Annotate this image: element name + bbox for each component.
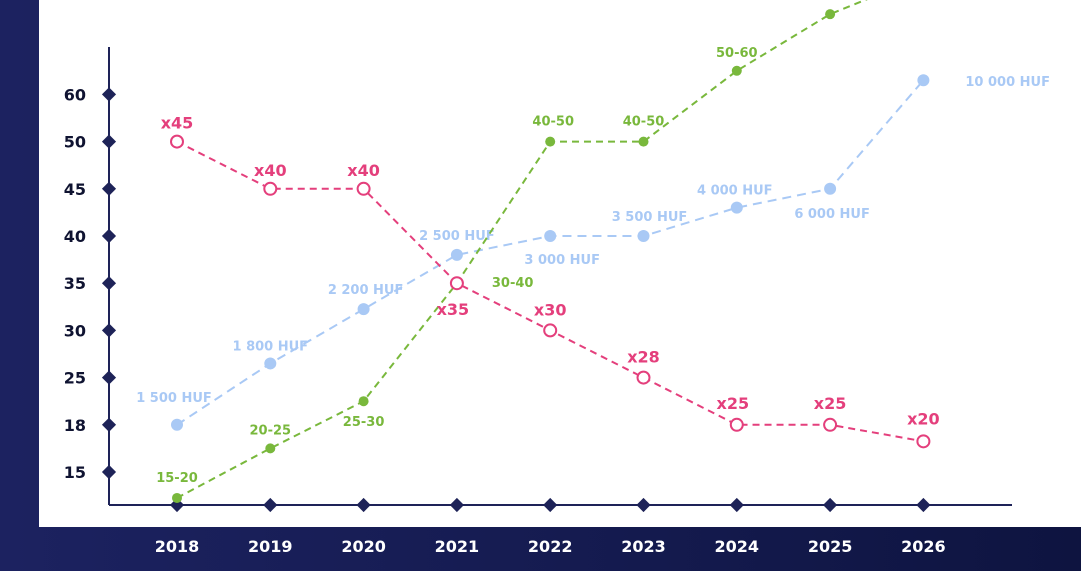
green-data-label: 50-60 <box>716 46 758 61</box>
y-tick-label: 45 <box>64 180 86 199</box>
blue-point <box>730 201 743 214</box>
blue-data-label: 1 500 HUF <box>136 391 212 406</box>
x-tick-marker <box>356 497 371 513</box>
green-data-label: 15-20 <box>156 471 198 486</box>
x-tick-marker <box>823 497 838 513</box>
pink-data-label: x28 <box>627 348 660 367</box>
pink-series-line <box>176 140 924 443</box>
blue-point <box>637 230 650 242</box>
y-tick-label: 18 <box>64 416 86 435</box>
y-tick-marker <box>101 181 117 196</box>
y-tick-label: 60 <box>64 85 86 104</box>
y-tick-label: 15 <box>64 463 86 482</box>
green-data-label: 20-25 <box>250 423 292 438</box>
green-point <box>172 492 182 503</box>
y-tick-label: 40 <box>64 227 86 246</box>
pink-point <box>729 417 744 432</box>
y-tick-marker <box>101 370 117 385</box>
green-point <box>265 443 276 454</box>
green-data-label: 60-80 <box>809 0 851 3</box>
y-tick-marker <box>101 464 117 480</box>
green-data-label: 25-30 <box>343 415 385 430</box>
pink-data-label: x25 <box>717 394 750 413</box>
x-tick-label: 2025 <box>808 537 853 556</box>
x-tick-label: 2026 <box>901 537 946 556</box>
x-tick-marker <box>729 497 744 513</box>
blue-point <box>450 248 463 261</box>
blue-point <box>357 303 370 316</box>
x-tick-label: 2024 <box>715 537 760 556</box>
blue-data-label: 4 000 HUF <box>697 184 773 199</box>
blue-point <box>544 230 557 242</box>
pink-point <box>356 181 371 196</box>
x-tick-marker <box>636 497 651 513</box>
y-tick-label: 30 <box>64 321 86 340</box>
green-point <box>731 65 742 76</box>
y-tick-label: 35 <box>64 274 86 293</box>
pink-point <box>823 417 838 432</box>
green-data-label: 40-50 <box>623 115 665 130</box>
pink-point <box>543 323 558 338</box>
y-tick-label: 25 <box>64 369 86 388</box>
blue-data-label: 2 200 HUF <box>328 283 404 298</box>
x-tick-marker <box>263 497 278 513</box>
green-data-label: 30-40 <box>492 276 534 291</box>
x-tick-label: 2023 <box>621 537 666 556</box>
pink-point <box>263 181 278 196</box>
y-tick-marker <box>101 228 117 244</box>
y-tick-marker <box>101 134 117 149</box>
green-point <box>545 136 556 147</box>
x-tick-label: 2022 <box>528 537 573 556</box>
pink-point <box>449 276 464 291</box>
x-tick-label: 2021 <box>435 537 480 556</box>
blue-point <box>917 74 930 87</box>
blue-data-label: 10 000 HUF <box>965 75 1050 90</box>
pink-point <box>636 370 651 385</box>
pink-data-label: x40 <box>347 161 380 180</box>
green-data-label: 40-50 <box>532 115 574 130</box>
pink-data-label: x45 <box>161 114 194 133</box>
pink-point <box>916 434 931 449</box>
blue-data-label: 3 500 HUF <box>612 210 688 225</box>
pink-data-label: x30 <box>534 300 567 319</box>
blue-point <box>264 357 277 370</box>
x-tick-label: 2018 <box>155 537 200 556</box>
x-tick-label: 2019 <box>248 537 293 556</box>
green-point <box>638 136 649 147</box>
blue-data-label: 1 800 HUF <box>233 339 309 354</box>
y-tick-marker <box>101 417 117 432</box>
x-tick-marker <box>543 497 558 513</box>
pink-data-label: x35 <box>437 300 470 319</box>
blue-point <box>824 182 837 195</box>
x-tick-marker <box>916 497 931 513</box>
green-point <box>825 9 836 20</box>
blue-data-label: 6 000 HUF <box>794 207 870 222</box>
blue-data-label: 2 500 HUF <box>419 229 495 244</box>
pink-data-label: x20 <box>907 409 940 428</box>
blue-point <box>171 418 183 431</box>
pink-data-label: x25 <box>814 394 847 413</box>
y-tick-marker <box>101 276 117 291</box>
x-tick-marker <box>449 497 464 513</box>
y-tick-label: 50 <box>64 133 86 152</box>
green-point <box>358 396 369 407</box>
x-tick-label: 2020 <box>341 537 386 556</box>
blue-data-label: 3 000 HUF <box>524 253 600 268</box>
y-tick-marker <box>101 87 117 102</box>
pink-data-label: x40 <box>254 161 287 180</box>
pink-point <box>170 134 184 149</box>
y-tick-marker <box>101 323 117 338</box>
